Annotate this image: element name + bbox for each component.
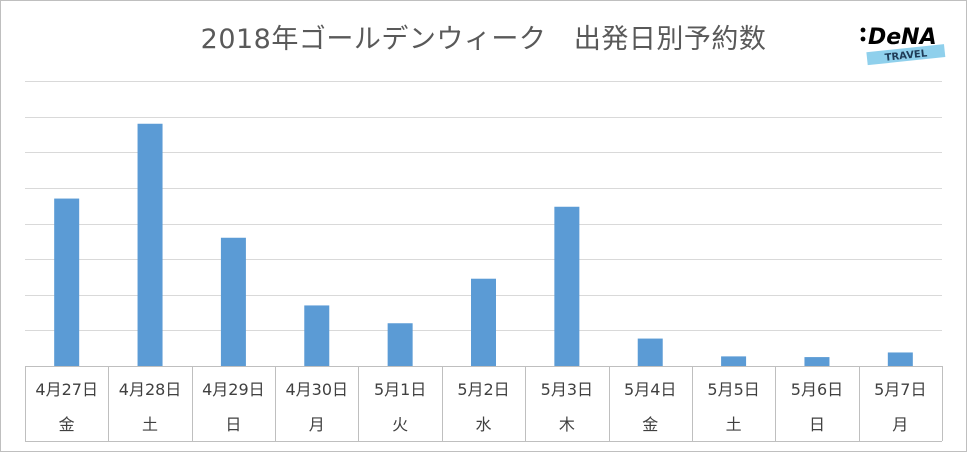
weekday-label: 日	[809, 415, 825, 434]
weekday-label: 火	[392, 415, 408, 434]
weekday-label: 木	[559, 415, 575, 434]
weekday-label: 月	[892, 415, 908, 434]
bar	[387, 323, 413, 366]
x-tick-label: 5月2日	[457, 380, 509, 399]
x-tick-label: 4月28日	[119, 380, 182, 399]
bar	[54, 198, 80, 366]
x-tick-label: 5月6日	[791, 380, 843, 399]
bar	[554, 206, 580, 366]
bar	[721, 356, 747, 366]
x-tick-label: 5月3日	[541, 380, 593, 399]
weekday-label: 金	[59, 415, 75, 434]
svg-text:DeNA: DeNA	[868, 25, 937, 50]
chart-title: 2018年ゴールデンウィーク 出発日別予約数	[200, 24, 767, 55]
bar	[887, 352, 913, 366]
x-tick-label: 5月4日	[624, 380, 676, 399]
svg-text:TRAVEL: TRAVEL	[884, 48, 928, 63]
weekday-label: 日	[225, 415, 241, 434]
x-tick-label: 4月27日	[35, 380, 98, 399]
x-tick-label: 5月1日	[374, 380, 426, 399]
x-tick-label: 5月5日	[707, 380, 759, 399]
dena-travel-logo-icon: DeNA TRAVEL	[860, 25, 946, 66]
dena-travel-logo: DeNA TRAVEL	[857, 20, 953, 70]
x-tick-label: 4月30日	[285, 380, 348, 399]
weekday-label: 土	[726, 415, 742, 434]
x-tick-label: 5月7日	[874, 380, 926, 399]
bar	[137, 123, 163, 366]
bar	[220, 237, 246, 366]
weekday-label: 水	[475, 415, 491, 434]
weekday-label: 土	[142, 415, 158, 434]
bar	[471, 278, 496, 366]
bar	[637, 338, 663, 366]
bar	[304, 305, 330, 366]
weekday-label: 月	[309, 415, 325, 434]
x-tick-label: 4月29日	[202, 380, 265, 399]
weekday-label: 金	[642, 415, 658, 434]
bar	[804, 357, 830, 366]
